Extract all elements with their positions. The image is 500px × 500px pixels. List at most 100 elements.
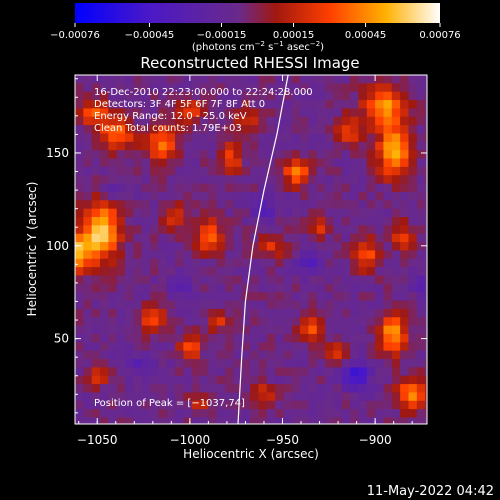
heatmap-cell [383,141,393,151]
heatmap-cell [191,392,201,402]
heatmap-cell [358,250,368,260]
heatmap-cell [283,100,293,110]
heatmap-cell [150,75,159,84]
heatmap-cell [75,292,84,302]
heatmap-cell [166,100,176,110]
heatmap-cell [400,200,410,210]
heatmap-cell [325,108,335,118]
heatmap-cell [75,283,84,293]
heatmap-cell [275,141,285,151]
heatmap-cell [391,91,401,101]
heatmap-cell [233,292,243,302]
heatmap-cell [175,292,184,302]
heatmap-cell [275,300,285,310]
heatmap-cell [241,275,251,285]
heatmap-cell [283,242,293,252]
heatmap-cell [291,300,301,310]
heatmap-cell [175,250,184,260]
heatmap-cell [325,275,335,285]
heatmap-cell [325,392,335,402]
heatmap-cell [133,83,143,93]
heatmap-cell [300,409,310,419]
heatmap-cell [400,250,410,260]
heatmap-cell [100,150,109,160]
heatmap-cell [308,283,318,293]
heatmap-cell [233,158,243,168]
heatmap-cell [75,417,84,424]
heatmap-cell [316,158,326,168]
heatmap-cell [358,367,368,377]
heatmap-cell [266,250,276,260]
heatmap-cell [83,166,93,176]
heatmap-cell [200,342,209,352]
heatmap-cell [416,292,426,302]
heatmap-cell [166,283,176,293]
heatmap-cell [83,350,93,360]
heatmap-cell [125,83,134,93]
heatmap-cell [333,108,343,118]
heatmap-cell [200,141,209,151]
heatmap-cell [133,409,143,419]
heatmap-cell [175,417,184,424]
heatmap-cell [275,367,285,377]
heatmap-cell [300,250,310,260]
heatmap-cell [175,384,184,394]
heatmap-cell [316,350,326,360]
heatmap-cell [308,258,318,268]
heatmap-cell [191,183,201,193]
heatmap-cell [325,200,335,210]
heatmap-cell [341,283,351,293]
heatmap-cell [75,384,84,394]
heatmap-cell [358,133,368,143]
heatmap-cell [158,350,168,360]
heatmap-cell [166,242,176,252]
heatmap-cell [408,116,418,126]
heatmap-cell [283,300,293,310]
heatmap-cell [325,342,335,352]
heatmap-cell [408,292,418,302]
heatmap-cell [83,300,93,310]
heatmap-cell [275,292,285,302]
heatmap-cell [91,242,101,252]
annotation-clean-counts: Clean Total counts: 1.79E+03 [94,123,242,134]
heatmap-cell [350,125,360,135]
heatmap-cell [200,175,209,185]
heatmap-cell [425,384,427,394]
heatmap-cell [158,100,168,110]
heatmap-cell [91,292,101,302]
heatmap-cell [308,409,318,419]
heatmap-cell [416,83,426,93]
heatmap-cell [183,250,193,260]
heatmap-cell [408,91,418,101]
heatmap-cell [225,225,234,235]
heatmap-cell [183,267,193,277]
heatmap-cell [425,217,427,226]
heatmap-cell [425,359,427,368]
heatmap-cell [83,250,93,260]
heatmap-cell [166,258,176,268]
heatmap-cell [266,141,276,151]
heatmap-cell [100,275,109,285]
heatmap-cell [408,166,418,176]
heatmap-cell [75,342,84,352]
heatmap-cell [275,317,285,327]
heatmap-cell [166,350,176,360]
heatmap-cell [283,158,293,168]
heatmap-cell [175,342,184,352]
heatmap-cell [350,150,360,160]
heatmap-cell [150,417,159,424]
heatmap-cell [200,300,209,310]
heatmap-cell [116,317,126,327]
heatmap-cell [125,308,134,318]
heatmap-cell [358,275,368,285]
heatmap-cell [83,208,93,218]
heatmap-cell [116,242,126,252]
heatmap-cell [133,217,143,226]
heatmap-cell [391,100,401,110]
heatmap-cell [275,375,285,385]
heatmap-cell [416,108,426,118]
heatmap-cell [308,275,318,285]
heatmap-cell [391,333,401,343]
heatmap-cell [333,217,343,226]
heatmap-cell [191,125,201,135]
